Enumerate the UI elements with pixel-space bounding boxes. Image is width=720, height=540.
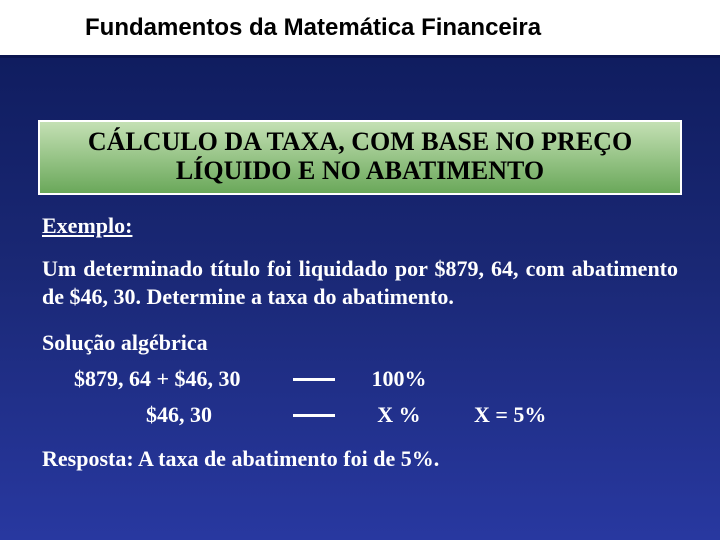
section-title-box: CÁLCULO DA TAXA, COM BASE NO PREÇO LÍQUI… [38, 120, 682, 195]
section-title-line1: CÁLCULO DA TAXA, COM BASE NO PREÇO [88, 127, 632, 156]
row2-left: $46, 30 [74, 402, 284, 428]
row2-right: X % [344, 402, 444, 428]
row1-dash-cell [284, 378, 344, 381]
row2-dash-cell [284, 414, 344, 417]
section-title: CÁLCULO DA TAXA, COM BASE NO PREÇO LÍQUI… [50, 128, 670, 185]
arrow-dash-icon [293, 414, 335, 417]
example-body: Um determinado título foi liquidado por … [42, 255, 678, 310]
section-title-line2: LÍQUIDO E NO ABATIMENTO [176, 156, 544, 185]
solution-label: Solução algébrica [42, 330, 678, 356]
answer-line: Resposta: A taxa de abatimento foi de 5%… [42, 446, 678, 472]
row2-answer: X = 5% [444, 402, 604, 428]
page-title: Fundamentos da Matemática Financeira [85, 14, 541, 42]
content-area: Exemplo: Um determinado título foi liqui… [0, 195, 720, 472]
arrow-dash-icon [293, 378, 335, 381]
solution-grid: $879, 64 + $46, 30 100% $46, 30 X % X = … [74, 366, 678, 428]
spacer [0, 58, 720, 120]
row1-left: $879, 64 + $46, 30 [74, 366, 284, 392]
example-label: Exemplo: [42, 213, 678, 239]
header-band: Fundamentos da Matemática Financeira [0, 0, 720, 58]
row1-right: 100% [344, 366, 444, 392]
